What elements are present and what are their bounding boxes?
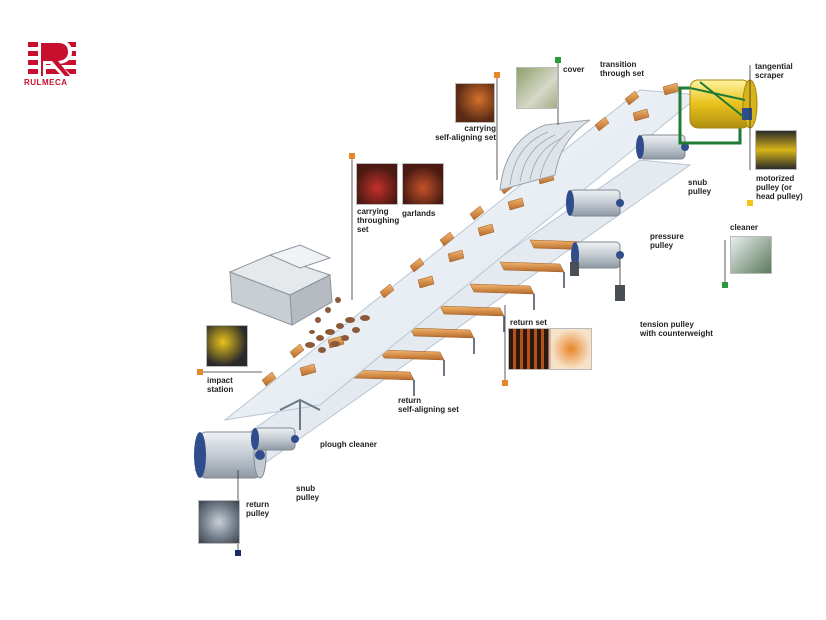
label-garlands: garlands xyxy=(402,209,436,218)
label-snub-pulley-bottom: snub pulley xyxy=(296,484,320,502)
return-idler-stands xyxy=(413,272,565,396)
belt-cover xyxy=(499,119,591,191)
carrying-self-aligning-photo xyxy=(455,83,495,123)
impact-station-photo xyxy=(206,325,248,367)
return-set-photo-1 xyxy=(508,328,550,370)
label-transition-set: transition through set xyxy=(600,60,644,78)
label-tangential-scraper: tangential scraper xyxy=(755,62,793,80)
pressure-pulley xyxy=(566,189,624,217)
plough-cleaner xyxy=(279,398,321,430)
bulk-material xyxy=(305,297,370,353)
callout-markers xyxy=(197,57,753,556)
label-plough-cleaner: plough cleaner xyxy=(320,440,377,449)
callout-lines xyxy=(200,62,751,552)
snub-pulley-bottom xyxy=(251,427,299,451)
label-snub-pulley-top: snub pulley xyxy=(688,178,712,196)
label-return-set: return set xyxy=(510,318,547,327)
motorized-pulley xyxy=(678,79,758,145)
label-tension-pulley: tension pulley with counterweight xyxy=(640,320,713,338)
label-return-self-aligning: return self-aligning set xyxy=(398,396,459,414)
carrying-idlers xyxy=(261,82,680,387)
snub-pulley-top xyxy=(636,134,689,160)
cleaner-photo xyxy=(730,236,772,274)
cover-photo xyxy=(516,67,558,109)
label-cover: cover xyxy=(563,65,585,74)
label-cleaner: cleaner xyxy=(730,223,759,232)
rulmeca-logo xyxy=(28,40,76,88)
carrying-throughing-photo xyxy=(356,163,398,205)
label-motorized-pulley: motorized pulley (or head pulley) xyxy=(756,174,803,201)
motorized-pulley-photo xyxy=(755,130,797,170)
label-carrying-throughing: carrying throughing set xyxy=(357,207,400,234)
label-return-pulley: return pulley xyxy=(246,500,270,518)
garlands-photo xyxy=(402,163,444,205)
hopper xyxy=(228,244,333,326)
return-pulley-photo xyxy=(198,500,240,544)
brand-name: RULMECA xyxy=(24,78,68,87)
label-pressure-pulley: pressure pulley xyxy=(650,232,684,250)
label-impact-station: impact station xyxy=(207,376,234,394)
label-carrying-self-aligning: carrying self-aligning set xyxy=(435,124,496,142)
tension-pulley xyxy=(570,241,625,301)
return-set-photo-2 xyxy=(550,328,592,370)
